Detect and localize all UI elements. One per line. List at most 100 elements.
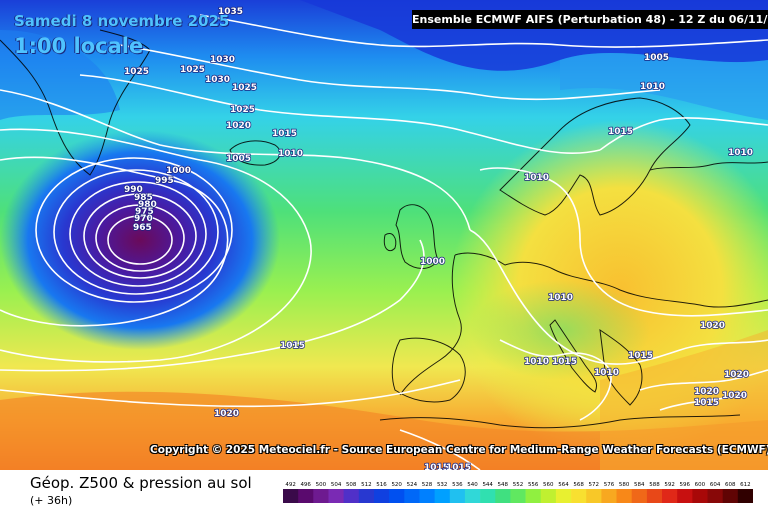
- scale-color-swatch: [540, 489, 557, 503]
- scale-color-swatch: [464, 489, 481, 503]
- scale-tick-label: 520: [391, 482, 402, 488]
- scale-tick-label: 612: [740, 482, 751, 488]
- isobar-label: 1000: [166, 166, 191, 176]
- scale-color-swatch: [404, 489, 420, 503]
- scale-tick-label: 528: [422, 482, 433, 488]
- isobar-label: 1025: [232, 83, 257, 93]
- scale-color-swatch: [480, 489, 496, 503]
- scale-tick-label: 596: [680, 482, 691, 488]
- forecast-date: Samedi 8 novembre 2025: [14, 12, 230, 30]
- scale-color-swatch: [722, 489, 739, 503]
- scale-tick-label: 600: [695, 482, 706, 488]
- isobar-label: 1005: [644, 53, 669, 63]
- scale-color-swatch: [631, 489, 648, 503]
- isobar-label: 1010: [278, 149, 303, 159]
- model-info-banner: Ensemble ECMWF AIFS (Perturbation 48) - …: [412, 10, 768, 29]
- isobar-label: 1000: [420, 257, 445, 267]
- scale-color-swatch: [419, 489, 435, 503]
- isobar-label: 1010: [728, 148, 753, 158]
- isobar-label: 1010: [640, 82, 665, 92]
- isobar-label: 1010: [524, 173, 549, 183]
- isobar-label: 1005: [226, 154, 251, 164]
- copyright-notice: Copyright © 2025 Meteociel.fr - Source E…: [150, 444, 768, 456]
- isobar-label: 1010: [548, 293, 573, 303]
- weather-map: 1035 1025 1025 1030 1030 1025 1025 1020 …: [0, 0, 768, 470]
- isobar-label: 1030: [205, 75, 230, 85]
- scale-color-swatch: [662, 489, 678, 503]
- isobar-label: 1015: [424, 463, 449, 470]
- scale-color-swatch: [692, 489, 708, 503]
- isobar-label: 1015: [280, 341, 305, 351]
- scale-tick-label: 500: [316, 482, 327, 488]
- z500-south-band: [0, 391, 768, 470]
- scale-tick-label: 564: [558, 482, 569, 488]
- scale-color-swatch: [707, 489, 723, 503]
- scale-color-swatch: [298, 489, 314, 503]
- scale-color-swatch: [434, 489, 451, 503]
- parameter-label: Géop. Z500 & pression au sol: [30, 474, 252, 492]
- z500-north-band-2: [560, 52, 768, 120]
- isobars: [0, 14, 768, 470]
- scale-tick-label: 512: [361, 482, 372, 488]
- scale-tick-label: 540: [467, 482, 478, 488]
- isobar-label: 995: [155, 176, 174, 186]
- forecast-lead-time: (+ 36h): [30, 494, 73, 507]
- scale-color-swatch: [601, 489, 617, 503]
- scale-color-swatch: [374, 489, 390, 503]
- scale-color-swatch: [616, 489, 632, 503]
- scale-color-swatch: [555, 489, 572, 503]
- scale-color-swatch: [389, 489, 405, 503]
- color-scale: 492 496 500 504 508 512 516 520 524 528 532 536 540 5…: [283, 482, 753, 503]
- scale-tick-label: 568: [573, 482, 584, 488]
- scale-color-swatch: [343, 489, 360, 503]
- scale-tick-label: 572: [589, 482, 600, 488]
- green-europe: [470, 280, 650, 380]
- isobar-label: 1020: [722, 391, 747, 401]
- scale-tick-label: 524: [407, 482, 418, 488]
- isobar-label: 990: [124, 185, 143, 195]
- scale-color-swatch: [510, 489, 526, 503]
- isobar-label: 1035: [218, 7, 243, 17]
- scale-color-swatch: [313, 489, 329, 503]
- isobar-label: 1020: [700, 321, 725, 331]
- scale-tick-label: 608: [725, 482, 736, 488]
- isobar-label: 1030: [210, 55, 235, 65]
- isobar-label: 1015: [628, 351, 653, 361]
- isobar-label: 975: [135, 207, 154, 217]
- scale-tick-label: 580: [619, 482, 630, 488]
- scale-color-swatch: [449, 489, 466, 503]
- isobar-label: 1025: [230, 105, 255, 115]
- scale-tick-label: 552: [513, 482, 524, 488]
- scale-tick-label: 508: [346, 482, 357, 488]
- isobar-label: 1010: [524, 357, 549, 367]
- scale-color-swatch: [737, 489, 753, 503]
- scale-tick-label: 544: [482, 482, 493, 488]
- isobar-label: 1020: [226, 121, 251, 131]
- isobar-label: 1020: [724, 370, 749, 380]
- scale-tick-label: 584: [634, 482, 645, 488]
- scale-color-swatch: [677, 489, 693, 503]
- isobar-label: 1025: [180, 65, 205, 75]
- scale-tick-label: 496: [300, 482, 311, 488]
- scale-tick-label: 532: [437, 482, 448, 488]
- isobar-label: 1015: [608, 127, 633, 137]
- isobar-label: 980: [138, 200, 157, 210]
- z500-southeast: [600, 330, 768, 470]
- isobar-label: 1015: [446, 463, 471, 470]
- scale-color-swatch: [328, 489, 344, 503]
- isobar-label: 965: [133, 223, 152, 233]
- isobar-label: 1015: [552, 357, 577, 367]
- scale-tick-label: 536: [452, 482, 463, 488]
- scale-color-swatch: [525, 489, 542, 503]
- scale-color-swatch: [283, 489, 299, 503]
- scale-tick-label: 548: [498, 482, 509, 488]
- scale-tick-label: 504: [331, 482, 342, 488]
- scale-color-swatch: [586, 489, 602, 503]
- scale-tick-label: 492: [285, 482, 296, 488]
- isobar-label: 1020: [214, 409, 239, 419]
- isobar-labels: 1035 1025 1025 1030 1030 1025 1025 1020 …: [123, 6, 753, 470]
- scale-tick-label: 588: [649, 482, 660, 488]
- scale-color-swatch: [358, 489, 375, 503]
- isobar-label: 1020: [694, 387, 719, 397]
